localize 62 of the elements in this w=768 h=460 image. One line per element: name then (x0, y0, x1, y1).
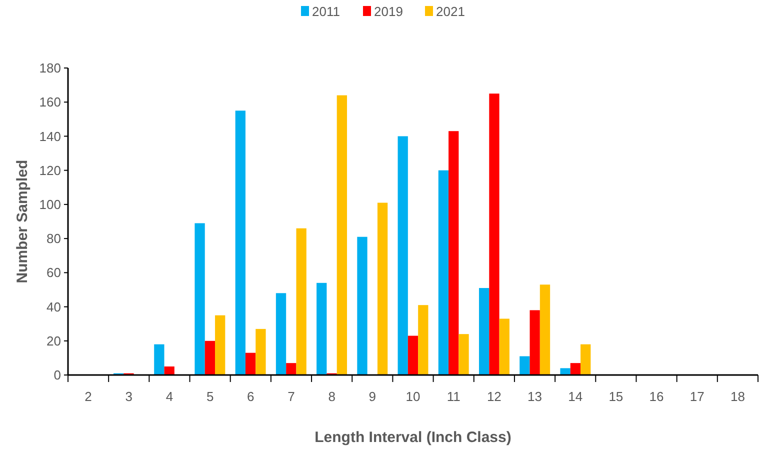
y-axis-title: Number Sampled (14, 160, 31, 284)
x-tick-label: 6 (247, 389, 254, 404)
bar (357, 236, 368, 375)
bar (580, 344, 591, 375)
bar (398, 136, 408, 375)
y-tick-label: 60 (46, 265, 61, 280)
y-tick-label: 100 (39, 196, 61, 212)
y-tick-label: 140 (39, 128, 61, 144)
bar (245, 352, 256, 375)
bar (560, 368, 570, 375)
y-tick-label: 160 (39, 94, 61, 110)
bar (235, 110, 246, 375)
x-axis-title: Length Interval (Inch Class) (314, 429, 512, 446)
y-tick-label: 80 (46, 231, 61, 246)
bar (215, 315, 226, 375)
x-tick-label: 7 (288, 389, 295, 404)
x-tick-label: 15 (608, 389, 624, 404)
x-tick-label: 2 (84, 389, 92, 404)
x-tick-label: 3 (125, 389, 132, 404)
y-tick-label: 180 (39, 60, 61, 76)
bar (540, 284, 550, 375)
bar (377, 202, 388, 375)
bar (438, 170, 449, 375)
bar (418, 305, 428, 375)
bar (296, 228, 306, 375)
x-tick-label: 4 (166, 389, 174, 404)
bar (154, 344, 164, 375)
bar (520, 356, 530, 375)
bar (458, 334, 469, 375)
y-tick-label: 120 (39, 162, 61, 178)
bar (316, 282, 327, 375)
y-tick-label: 40 (46, 299, 61, 314)
y-tick-label: 20 (46, 333, 61, 348)
bar (256, 328, 266, 375)
x-tick-label: 14 (568, 389, 583, 404)
legend-label: 2019 (374, 4, 403, 19)
bar (499, 318, 510, 375)
bar (489, 94, 500, 375)
bar (530, 310, 540, 375)
bar (570, 363, 581, 375)
x-tick-label: 5 (206, 389, 214, 404)
x-tick-label: 8 (328, 389, 336, 404)
x-tick-label: 11 (446, 389, 460, 404)
legend-label: 2021 (436, 4, 465, 19)
bar (286, 363, 296, 375)
bar (448, 131, 459, 375)
bar (204, 340, 216, 375)
x-tick-label: 12 (486, 389, 502, 404)
bar (336, 95, 348, 375)
bar (408, 336, 418, 375)
y-tick-label: 0 (54, 368, 61, 383)
legend-label: 2011 (312, 4, 340, 19)
bar (164, 366, 174, 375)
bar (478, 288, 490, 375)
x-tick-label: 10 (406, 389, 420, 404)
bar (276, 293, 286, 375)
x-tick-label: 16 (649, 389, 664, 404)
x-tick-label: 9 (368, 389, 376, 404)
x-tick-label: 17 (690, 389, 704, 404)
x-tick-label: 13 (528, 389, 542, 404)
bar (194, 223, 205, 375)
x-tick-label: 18 (730, 389, 745, 404)
